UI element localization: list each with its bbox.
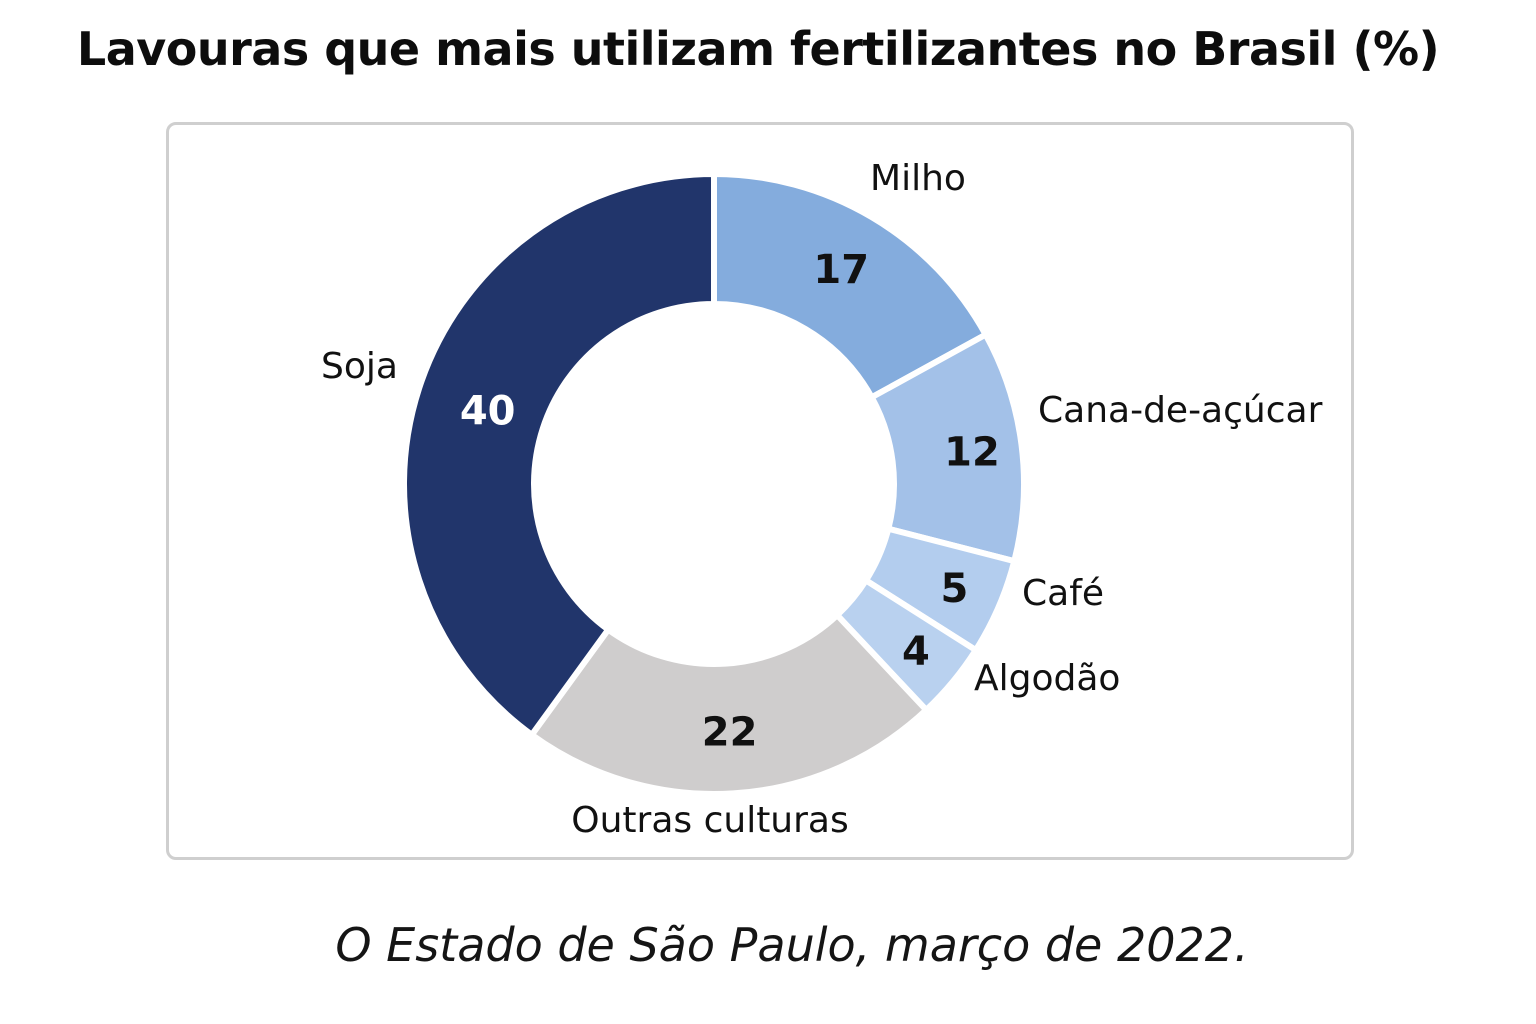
value-label-cana-de-acucar: 12 [944, 429, 1000, 475]
value-label-algodao: 4 [902, 629, 930, 675]
category-label-cafe: Café [1022, 573, 1104, 614]
category-label-algodao: Algodão [974, 658, 1120, 699]
chart-title: Lavouras que mais utilizam fertilizantes… [76, 22, 1440, 76]
value-label-milho: 17 [813, 247, 869, 293]
slice-labels: Milho Cana-de-açúcar Café Algodão Outras cul… [321, 158, 1323, 841]
slice-values: 17 12 54 22 40 [460, 247, 1000, 756]
category-label-outras-culturas: Outras culturas [571, 800, 849, 841]
source-caption: O Estado de São Paulo, março de 2022. [335, 918, 1249, 972]
value-label-soja: 40 [460, 388, 516, 434]
donut-slices [401, 170, 1027, 797]
slice-milho [711, 170, 990, 402]
value-label-outras-culturas: 22 [702, 710, 758, 756]
slice-outras-culturas [527, 610, 931, 797]
category-label-milho: Milho [870, 158, 966, 199]
category-label-cana-de-acucar: Cana-de-açúcar [1038, 390, 1323, 431]
slice-soja [401, 170, 717, 739]
category-label-soja: Soja [321, 346, 398, 387]
value-label-cafe: 5 [941, 566, 969, 612]
